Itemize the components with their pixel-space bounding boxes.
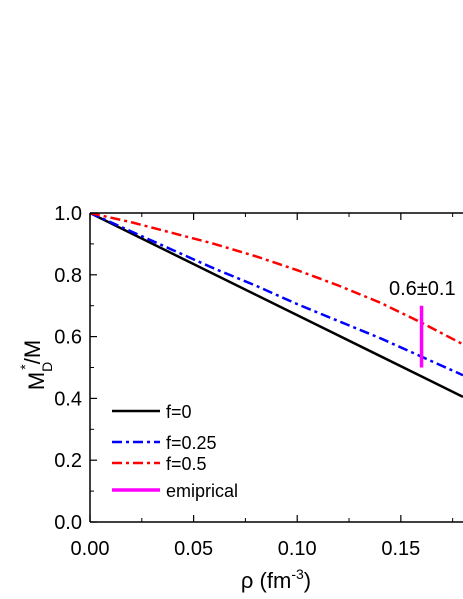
y-tick-label: 0.0 — [54, 512, 82, 534]
x-tick-label: 0.05 — [174, 538, 213, 560]
y-tick-label: 0.8 — [54, 265, 82, 287]
legend-label-empirical: emiprical — [166, 481, 238, 501]
y-tick-label: 0.6 — [54, 327, 82, 349]
series-line-0 — [90, 213, 463, 398]
x-tick-label: 0.15 — [381, 538, 420, 560]
y-label-tail: /M — [20, 340, 45, 364]
x-label-exp: -3 — [291, 566, 304, 582]
legend-label-f0: f=0 — [166, 402, 192, 422]
legend: f=0 f=0.25 f=0.5 emiprical — [112, 402, 238, 501]
y-label-sub: D — [39, 362, 55, 372]
y-label-sup: * — [17, 364, 33, 370]
axes: 0.00 0.05 0.10 0.15 0.0 0.2 0.4 0.6 0.8 1.0 — [54, 203, 463, 560]
y-tick-label: 0.2 — [54, 450, 82, 472]
x-tick-label: 0.00 — [71, 538, 110, 560]
x-label-close: ) — [304, 568, 311, 593]
x-label-main: ρ (fm — [241, 568, 291, 593]
x-tick-label: 0.10 — [278, 538, 317, 560]
y-label-main: M — [24, 372, 49, 390]
legend-label-f05: f=0.5 — [166, 454, 207, 474]
y-tick-label: 0.4 — [54, 388, 82, 410]
legend-label-f025: f=0.25 — [166, 433, 217, 453]
y-axis-label: MD */M — [17, 340, 55, 390]
empirical-annotation: 0.6±0.1 — [389, 278, 456, 300]
series-group — [90, 213, 463, 398]
series-line-1 — [90, 213, 463, 377]
x-axis-label: ρ (fm-3) — [241, 566, 311, 593]
series-line-2 — [90, 213, 463, 346]
plot-area — [90, 213, 463, 398]
y-tick-label: 1.0 — [54, 203, 82, 225]
